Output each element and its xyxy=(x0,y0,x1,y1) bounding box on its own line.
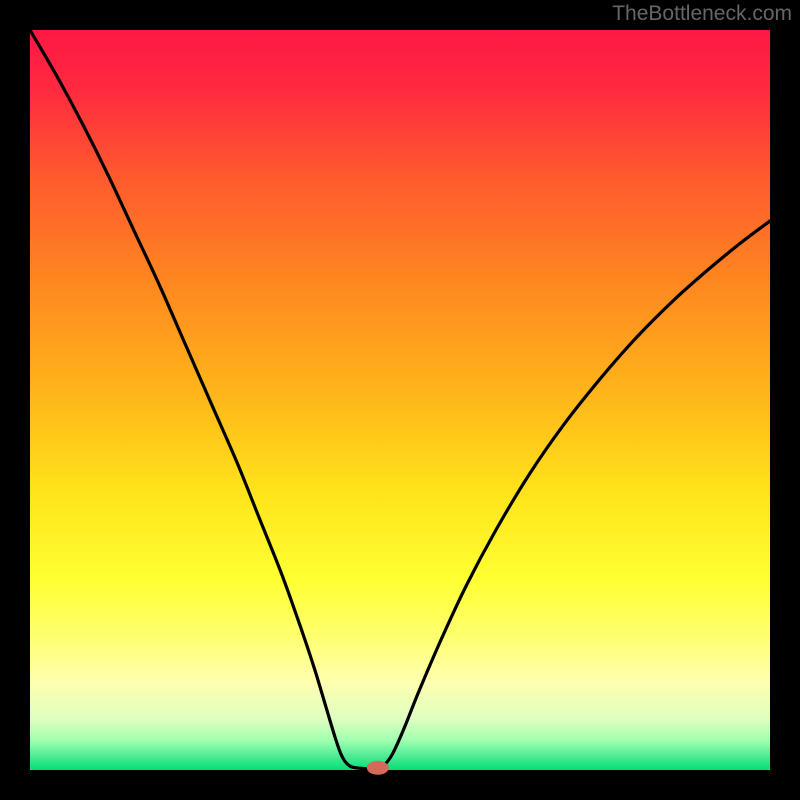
bottleneck-chart xyxy=(0,0,800,800)
chart-container: TheBottleneck.com xyxy=(0,0,800,800)
chart-gradient-background xyxy=(30,30,770,770)
optimum-marker xyxy=(367,761,389,775)
watermark-text: TheBottleneck.com xyxy=(612,2,792,26)
